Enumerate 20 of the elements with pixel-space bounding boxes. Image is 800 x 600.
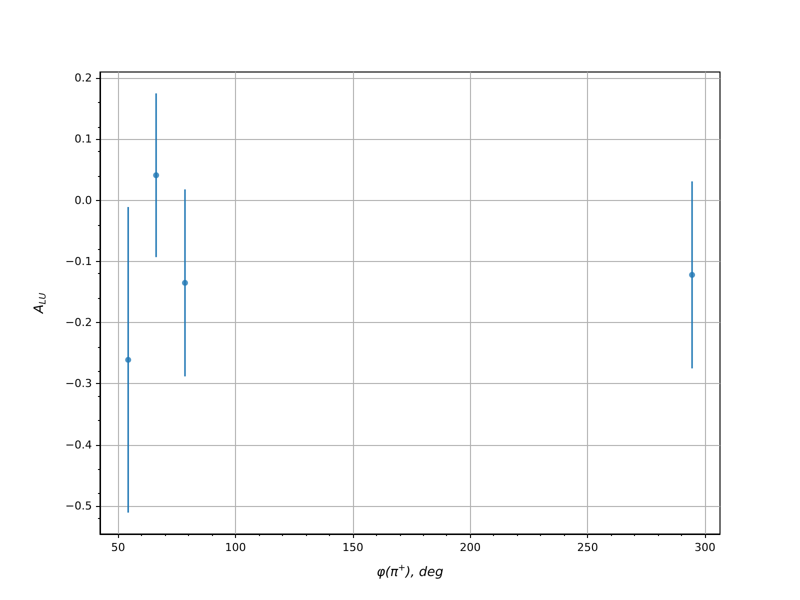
y-tick-label: −0.3: [65, 377, 92, 390]
x-tick-label: 250: [577, 541, 598, 554]
y-tick-label: −0.5: [65, 499, 92, 512]
y-tick-label: 0.0: [74, 194, 92, 207]
y-tick-label: −0.1: [65, 254, 92, 268]
x-tick-label: 100: [224, 541, 246, 554]
y-tick-label: −0.2: [65, 316, 92, 330]
x-tick-label: 150: [342, 541, 364, 554]
y-tick-label: 0.2: [74, 72, 92, 85]
y-axis-title: ALU: [32, 292, 48, 314]
point: [125, 356, 132, 363]
y-tick-label: −0.4: [65, 438, 92, 452]
point: [182, 280, 188, 286]
x-axis-title: φ(π+), deg: [376, 564, 444, 580]
y-tick-label: 0.1: [74, 132, 92, 146]
x-tick-label: 50: [111, 541, 126, 554]
x-tick-label: 200: [460, 541, 481, 554]
point: [153, 172, 160, 178]
x-tick-label: 300: [694, 541, 716, 554]
point: [689, 272, 696, 278]
